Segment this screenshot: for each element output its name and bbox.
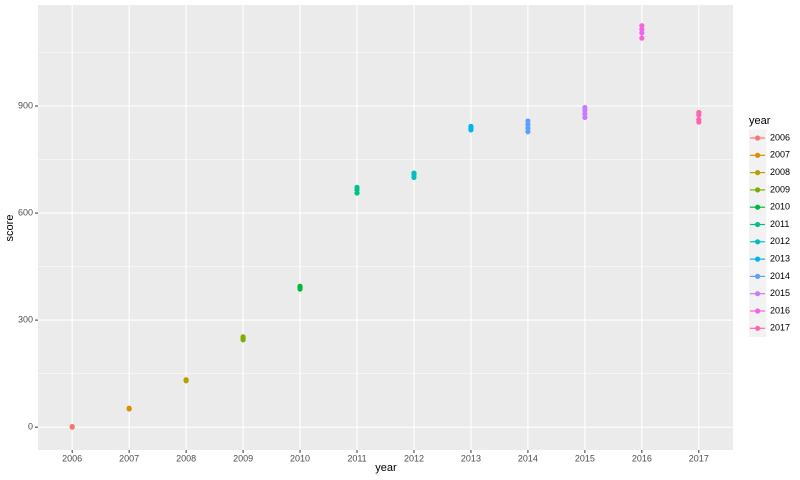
y-tick-label: 600: [18, 207, 33, 217]
legend-label: 2008: [770, 167, 790, 177]
legend-label: 2010: [770, 202, 790, 212]
legend-point: [755, 308, 761, 314]
point: [582, 111, 588, 117]
legend-label: 2007: [770, 150, 790, 160]
point: [639, 26, 645, 32]
legend-label: 2006: [770, 132, 790, 142]
x-tick-label: 2012: [404, 453, 424, 463]
x-tick-label: 2013: [461, 453, 481, 463]
legend-point: [755, 273, 761, 279]
y-axis-title: score: [4, 215, 16, 242]
point: [696, 109, 702, 116]
legend-label: 2014: [770, 271, 790, 281]
legend-label: 2017: [770, 323, 790, 333]
point: [639, 23, 645, 29]
legend-point: [755, 152, 761, 158]
legend-point: [755, 239, 761, 245]
x-tick-label: 2009: [233, 453, 253, 463]
point: [183, 377, 189, 383]
legend-label: 2013: [770, 253, 790, 263]
legend-point: [755, 187, 761, 193]
legend-point: [755, 135, 761, 141]
x-tick-label: 2015: [575, 453, 595, 463]
point: [639, 35, 645, 41]
point: [696, 116, 702, 123]
x-tick-label: 2016: [632, 453, 652, 463]
point: [582, 104, 588, 111]
legend-point: [755, 221, 761, 228]
point: [525, 125, 531, 131]
x-tick-label: 2007: [119, 453, 139, 463]
y-tick-label: 900: [18, 100, 33, 110]
panel: [38, 5, 733, 450]
legend-label: 2011: [770, 219, 789, 229]
legend-point: [755, 256, 761, 262]
y-tick-label: 0: [28, 422, 33, 432]
x-tick-label: 2014: [518, 453, 538, 463]
point: [411, 170, 417, 176]
point: [468, 123, 474, 129]
legend-label: 2012: [770, 236, 790, 246]
x-tick-label: 2011: [347, 453, 366, 463]
point: [525, 121, 531, 128]
point: [639, 30, 645, 36]
point: [525, 118, 531, 124]
x-tick-label: 2017: [689, 453, 709, 463]
point: [354, 184, 360, 190]
legend-point: [755, 291, 761, 297]
legend-label: 2016: [770, 305, 790, 315]
legend-point: [755, 204, 761, 210]
point: [525, 129, 531, 135]
x-tick-label: 2006: [62, 453, 82, 463]
point: [126, 405, 132, 411]
x-tick-label: 2010: [290, 453, 310, 463]
x-axis-title: year: [375, 462, 397, 474]
legend-label: 2009: [770, 184, 790, 194]
legend-label: 2015: [770, 288, 790, 298]
point: [297, 283, 303, 289]
point: [582, 114, 588, 121]
legend-point: [755, 170, 761, 176]
x-tick-label: 2008: [176, 453, 196, 463]
legend-title: year: [749, 115, 771, 127]
point: [69, 423, 75, 430]
legend-point: [755, 325, 761, 331]
y-tick-label: 300: [18, 314, 33, 324]
point: [240, 334, 246, 340]
